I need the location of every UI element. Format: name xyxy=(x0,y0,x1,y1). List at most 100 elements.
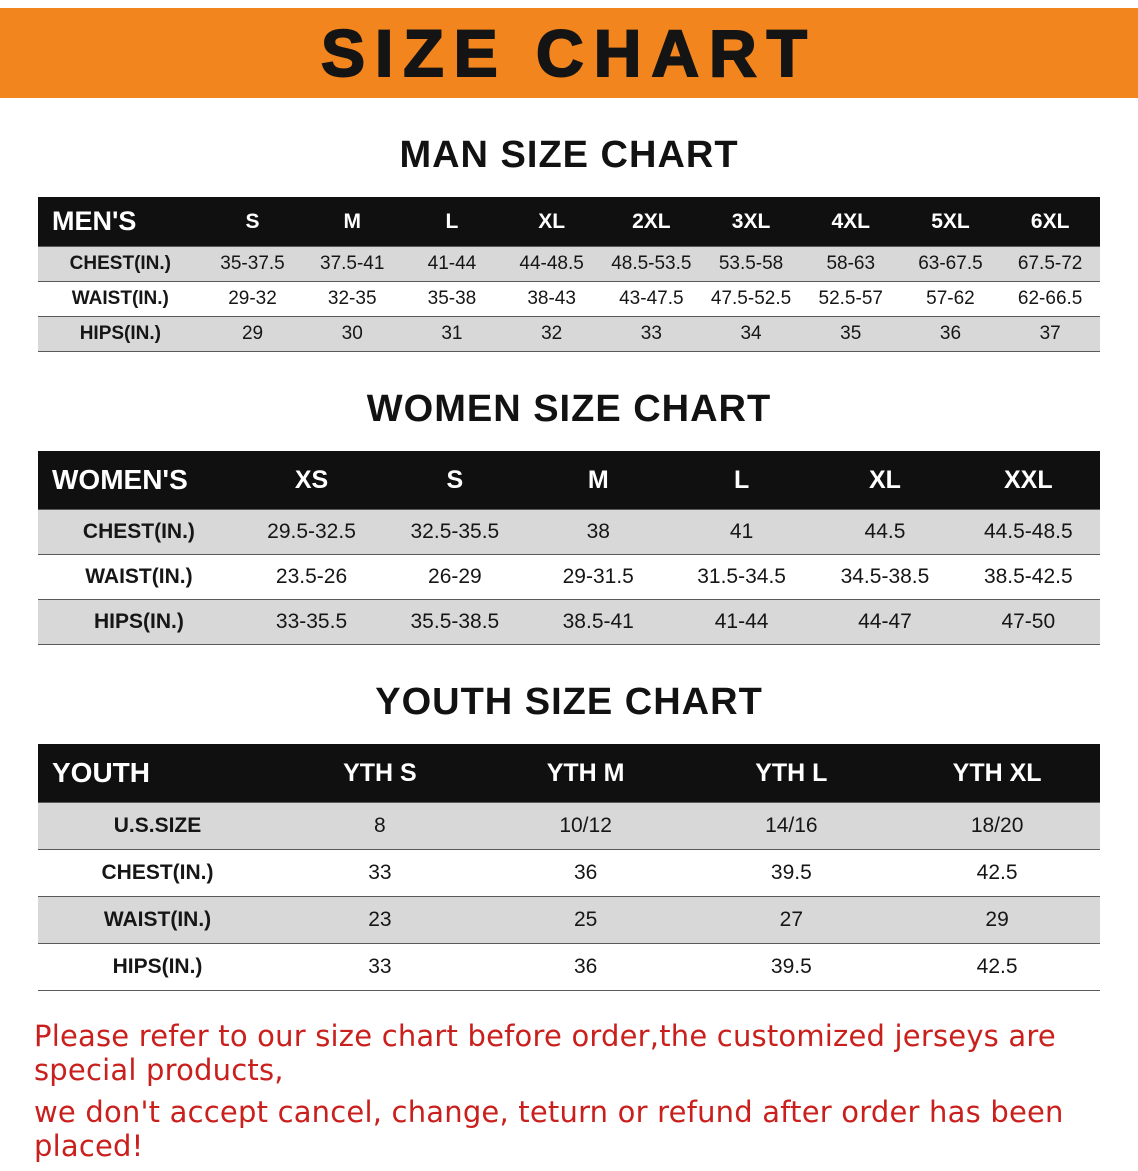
table-body: U.S.SIZE 8 10/12 14/16 18/20 CHEST(IN.) 33 36 39… xyxy=(38,802,1100,991)
size-header-cell: L xyxy=(402,197,502,247)
value-cell: 27 xyxy=(688,896,895,944)
size-chart-sections: MAN SIZE CHART MEN'S S M L XL 2XL 3XL 4XL 5XL 6XL C… xyxy=(0,134,1138,991)
value-cell: 58-63 xyxy=(800,246,901,282)
measurement-row: CHEST(IN.) 35-37.5 37.5-41 41-44 44-48.5 48.5… xyxy=(38,246,1100,282)
table-title-cell: MEN'S xyxy=(38,197,203,247)
value-cell: 41 xyxy=(669,509,814,555)
size-header-cell: 6XL xyxy=(1000,197,1100,247)
section-heading-men: MAN SIZE CHART xyxy=(399,134,739,176)
size-header-cell: XXL xyxy=(956,451,1100,510)
value-cell: 23.5-26 xyxy=(239,554,384,600)
measurement-row: CHEST(IN.) 29.5-32.5 32.5-35.5 38 41 44.5 44.5… xyxy=(38,509,1100,555)
row-label-cell: HIPS(IN.) xyxy=(38,599,240,645)
value-cell: 37 xyxy=(1000,316,1100,352)
value-cell: 33 xyxy=(277,849,483,897)
size-header-cell: S xyxy=(383,451,527,510)
size-header-cell: L xyxy=(669,451,814,510)
header-row: WOMEN'S XS S M L XL XXL xyxy=(38,451,1100,510)
women-size-table: WOMEN'S XS S M L XL XXL CHEST(IN.) 29.5-32.5 32.5… xyxy=(38,451,1100,645)
value-cell: 62-66.5 xyxy=(1000,281,1100,317)
value-cell: 44.5 xyxy=(813,509,957,555)
value-cell: 35-37.5 xyxy=(202,246,303,282)
measurement-row: U.S.SIZE 8 10/12 14/16 18/20 xyxy=(38,802,1100,850)
header-row: MEN'S S M L XL 2XL 3XL 4XL 5XL 6XL xyxy=(38,197,1100,247)
value-cell: 38.5-41 xyxy=(526,599,670,645)
value-cell: 29-32 xyxy=(202,281,303,317)
value-cell: 41-44 xyxy=(669,599,814,645)
value-cell: 35 xyxy=(800,316,901,352)
value-cell: 44-48.5 xyxy=(501,246,602,282)
value-cell: 47.5-52.5 xyxy=(701,281,801,317)
value-cell: 39.5 xyxy=(688,849,895,897)
table-header: MEN'S S M L XL 2XL 3XL 4XL 5XL 6XL xyxy=(38,197,1100,247)
value-cell: 39.5 xyxy=(688,943,895,991)
table-title-cell: WOMEN'S xyxy=(38,451,240,510)
size-header-cell: S xyxy=(202,197,303,247)
value-cell: 32.5-35.5 xyxy=(383,509,527,555)
notice-line-2: we don't accept cancel, change, teturn o… xyxy=(34,1095,1064,1163)
page-title: SIZE CHART xyxy=(320,15,817,91)
notice-line-1: Please refer to our size chart before or… xyxy=(34,1019,1056,1087)
measurement-row: WAIST(IN.) 29-32 32-35 35-38 38-43 43-47.5 47.… xyxy=(38,281,1100,317)
size-header-cell: YTH XL xyxy=(894,744,1100,803)
value-cell: 25 xyxy=(482,896,689,944)
value-cell: 35.5-38.5 xyxy=(383,599,527,645)
value-cell: 30 xyxy=(302,316,403,352)
value-cell: 63-67.5 xyxy=(900,246,1001,282)
row-label-cell: WAIST(IN.) xyxy=(38,554,240,600)
banner: SIZE CHART xyxy=(0,8,1138,98)
row-label-cell: WAIST(IN.) xyxy=(38,281,203,317)
section-heading-youth: YOUTH SIZE CHART xyxy=(375,681,763,723)
value-cell: 38-43 xyxy=(501,281,602,317)
value-cell: 31.5-34.5 xyxy=(669,554,814,600)
table-title-cell: YOUTH xyxy=(38,744,278,803)
row-label-cell: CHEST(IN.) xyxy=(38,509,240,555)
table-body: CHEST(IN.) 29.5-32.5 32.5-35.5 38 41 44.5 44.5… xyxy=(38,509,1100,645)
value-cell: 33 xyxy=(601,316,702,352)
value-cell: 36 xyxy=(900,316,1001,352)
value-cell: 44.5-48.5 xyxy=(956,509,1100,555)
value-cell: 32-35 xyxy=(302,281,403,317)
value-cell: 29 xyxy=(894,896,1100,944)
value-cell: 42.5 xyxy=(894,849,1100,897)
value-cell: 36 xyxy=(482,943,689,991)
measurement-row: WAIST(IN.) 23.5-26 26-29 29-31.5 31.5-34.5 34… xyxy=(38,554,1100,600)
men-size-table: MEN'S S M L XL 2XL 3XL 4XL 5XL 6XL CHEST(IN.) 35-37… xyxy=(38,197,1100,352)
value-cell: 14/16 xyxy=(688,802,895,850)
value-cell: 26-29 xyxy=(383,554,527,600)
value-cell: 34.5-38.5 xyxy=(813,554,957,600)
size-header-cell: XS xyxy=(239,451,384,510)
value-cell: 34 xyxy=(701,316,801,352)
size-header-cell: XL xyxy=(813,451,957,510)
size-header-cell: M xyxy=(302,197,403,247)
measurement-row: HIPS(IN.) 33 36 39.5 42.5 xyxy=(38,943,1100,991)
table-header: YOUTH YTH S YTH M YTH L YTH XL xyxy=(38,744,1100,803)
footer-notice: Please refer to our size chart before or… xyxy=(34,1019,1104,1163)
size-chart-page: SIZE CHART MAN SIZE CHART MEN'S S M L XL 2XL 3X… xyxy=(0,8,1138,1163)
value-cell: 18/20 xyxy=(894,802,1100,850)
size-header-cell: 3XL xyxy=(701,197,801,247)
value-cell: 48.5-53.5 xyxy=(601,246,702,282)
value-cell: 47-50 xyxy=(956,599,1100,645)
row-label-cell: HIPS(IN.) xyxy=(38,316,203,352)
table-body: CHEST(IN.) 35-37.5 37.5-41 41-44 44-48.5 48.5… xyxy=(38,246,1100,352)
value-cell: 52.5-57 xyxy=(800,281,901,317)
value-cell: 23 xyxy=(277,896,483,944)
value-cell: 33 xyxy=(277,943,483,991)
section-heading-women: WOMEN SIZE CHART xyxy=(366,388,772,430)
value-cell: 42.5 xyxy=(894,943,1100,991)
size-header-cell: XL xyxy=(501,197,602,247)
measurement-row: CHEST(IN.) 33 36 39.5 42.5 xyxy=(38,849,1100,897)
measurement-row: WAIST(IN.) 23 25 27 29 xyxy=(38,896,1100,944)
value-cell: 38 xyxy=(526,509,670,555)
size-header-cell: 2XL xyxy=(601,197,702,247)
size-header-cell: YTH L xyxy=(688,744,895,803)
size-header-cell: M xyxy=(526,451,670,510)
value-cell: 31 xyxy=(402,316,502,352)
value-cell: 29.5-32.5 xyxy=(239,509,384,555)
value-cell: 43-47.5 xyxy=(601,281,702,317)
measurement-row: HIPS(IN.) 29 30 31 32 33 34 35 36 37 xyxy=(38,316,1100,352)
value-cell: 41-44 xyxy=(402,246,502,282)
value-cell: 36 xyxy=(482,849,689,897)
row-label-cell: U.S.SIZE xyxy=(38,802,278,850)
